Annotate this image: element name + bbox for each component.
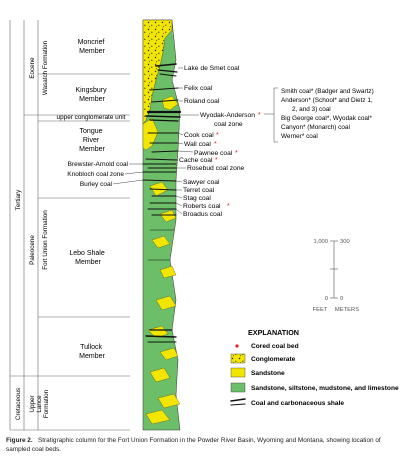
coal-wall: Wall coal: [184, 141, 211, 148]
cored-marker: *: [235, 150, 238, 157]
member-tongue-river: Tongue River Member: [79, 128, 105, 153]
wyodak-werner: Werner* coal: [281, 133, 318, 140]
cored-marker: *: [227, 203, 230, 210]
lance-upper: Upper: [29, 395, 36, 412]
stratigraphic-table: [9, 20, 130, 431]
period-tertiary: Tertiary: [15, 189, 22, 210]
coal-brewster-arnold: Brewster-Arnold coal: [68, 161, 129, 168]
legend-conglomerate-swatch: [230, 353, 246, 364]
coal-stag: Stag coal: [183, 195, 211, 202]
formation-wasatch: Wasatch Formation: [42, 40, 49, 95]
period-cretaceous: Cretaceous: [15, 388, 22, 420]
legend-label-conglomerate: Conglomerate: [251, 356, 296, 363]
scale-meters-label: METERS: [335, 307, 359, 313]
cored-marker: *: [216, 132, 219, 139]
coal-broadus: Broadus coal: [183, 211, 223, 218]
member-kingsbury: Kingsbury Member: [75, 87, 108, 103]
scale-meters-bottom: 0: [340, 296, 343, 302]
formation-fort-union: Fort Union Formation: [42, 210, 49, 270]
legend-sandstone-swatch: [230, 367, 246, 378]
figure-caption: Figure 2. Stratigraphic column for the F…: [6, 436, 394, 454]
cored-marker: *: [215, 157, 218, 164]
caption-label: Figure 2.: [6, 437, 33, 444]
legend-label-green: Sandstone, siltstone, mudstone, and lime…: [251, 385, 399, 392]
coal-knobloch: Knobloch coal zone: [67, 171, 124, 178]
wyodak-big-george: Big George coal*, Wyodak coal*: [281, 115, 372, 122]
coal-wyodak-zone: coal zone: [214, 121, 243, 128]
legend-label-cored: Cored coal bed: [251, 343, 299, 350]
member-moncrief: Moncrief Member: [78, 39, 107, 55]
coal-felix: Felix coal: [184, 85, 213, 92]
scale-feet-bottom: 0: [325, 296, 328, 302]
member-tullock: Tullock Member: [79, 344, 105, 360]
lance-lance: Lance: [36, 395, 43, 413]
legend: EXPLANATION Cored coal bed Conglomerate …: [230, 328, 399, 407]
legend-green-swatch: [230, 382, 246, 393]
cored-marker: *: [214, 141, 217, 148]
coal-cache: Cache coal: [179, 157, 213, 164]
coal-rosebud: Rosebud coal zone: [187, 165, 245, 172]
legend-label-coal: Coal and carbonaceous shale: [251, 400, 344, 407]
coal-roberts: Roberts coal: [183, 203, 221, 210]
wyodak-dietz: 2, and 3) coal: [292, 106, 331, 113]
legend-title: EXPLANATION: [248, 328, 299, 337]
coal-terret: Terret coal: [183, 187, 215, 194]
member-lebo: Lebo Shale Member: [69, 250, 106, 266]
wyodak-anderson: Anderson* (School* and Dietz 1,: [281, 97, 373, 104]
caption-text: Stratigraphic column for the Fort Union …: [6, 437, 381, 453]
scale-meters-top: 300: [340, 239, 350, 245]
coal-wyodak-anderson: Wyodak-Anderson: [200, 112, 255, 119]
legend-label-sandstone: Sandstone: [251, 370, 285, 377]
legend-coal-swatch: [230, 398, 246, 406]
lance-formation: Formation: [43, 389, 50, 418]
lithologic-column: [142, 19, 182, 431]
member-upper-conglomerate: upper conglomerate unit: [57, 114, 126, 121]
coal-burley: Burley coal: [80, 181, 113, 188]
coal-cook: Cook coal: [184, 132, 214, 139]
scale-feet-top: 1,000: [313, 239, 328, 245]
coal-lake-de-smet: Lake de Smet coal: [184, 65, 240, 72]
wyodak-smith: Smith coal* (Badger and Swartz): [281, 88, 374, 95]
cored-marker: *: [258, 112, 261, 119]
wyodak-canyon: Canyon* (Monarch) coal: [281, 124, 350, 131]
coal-roland: Roland coal: [184, 98, 220, 105]
scale-feet-label: FEET: [313, 307, 328, 313]
epoch-eocene: Eocene: [29, 57, 36, 79]
legend-red-dot-icon: [235, 344, 239, 348]
scale-bar: [330, 240, 338, 299]
coal-sawyer: Sawyer coal: [183, 179, 220, 186]
epoch-paleocene: Paleocene: [29, 235, 36, 265]
coal-pawnee: Pawnee coal: [194, 150, 233, 157]
